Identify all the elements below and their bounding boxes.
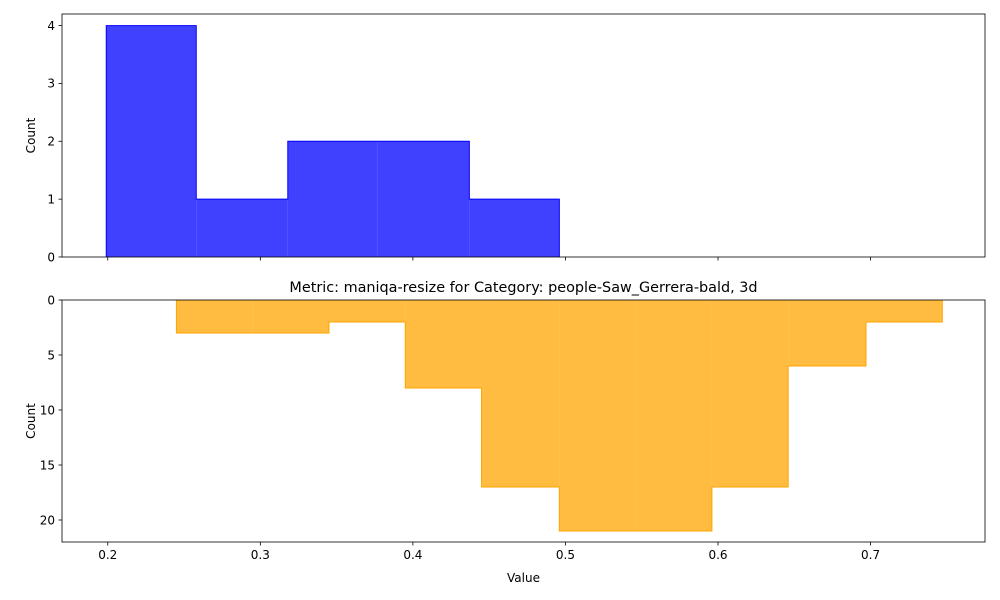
x-tick-label: 0.3 [251, 548, 270, 562]
x-tick-label: 0.5 [556, 548, 575, 562]
histogram-bar [252, 300, 329, 333]
top-histogram-panel: 0 1 2 3 4 Count [24, 13, 986, 264]
histogram-bar [328, 300, 406, 322]
y-tick-label: 1 [47, 192, 55, 206]
chart-title: Metric: maniqa-resize for Category: peop… [289, 280, 757, 296]
histogram-bar [106, 25, 197, 258]
histogram-bar [176, 300, 253, 333]
y-axis-label: Count [24, 403, 38, 439]
x-tick-label: 0.7 [861, 548, 880, 562]
y-tick-label: 15 [40, 458, 55, 472]
y-axis-label: Count [24, 117, 38, 153]
y-tick-label: 0 [47, 250, 55, 264]
y-tick-label: 4 [47, 19, 55, 33]
histogram-outline [175, 300, 943, 532]
histogram-bar [559, 300, 636, 531]
y-tick-label: 20 [40, 513, 55, 527]
histogram-bar [469, 199, 560, 257]
histogram-bar [866, 300, 943, 322]
y-tick-label: 5 [47, 348, 55, 362]
histogram-bar [377, 141, 470, 257]
axes-frame [61, 13, 986, 258]
histogram-bar [711, 300, 789, 487]
x-tick-label: 0.2 [98, 548, 117, 562]
bottom-histogram-panel: 0.2 0.3 0.4 0.5 0.6 0.7 0 5 10 15 20 Count Value Metr… [24, 280, 986, 585]
y-tick-label: 2 [47, 135, 55, 149]
y-tick-label: 3 [47, 77, 55, 91]
y-tick-label: 0 [47, 293, 55, 307]
histogram-bar [788, 300, 867, 366]
x-tick-label: 0.4 [403, 548, 422, 562]
histogram-bar [481, 300, 560, 487]
histogram-outline [105, 25, 560, 257]
histogram-bar [287, 141, 378, 257]
axes-frame [61, 299, 986, 543]
histogram-bar [405, 300, 482, 388]
histogram-bar [196, 199, 288, 257]
x-tick-label: 0.6 [708, 548, 727, 562]
x-axis-label: Value [507, 571, 540, 585]
histogram-bar [635, 300, 712, 531]
y-tick-label: 10 [40, 403, 55, 417]
